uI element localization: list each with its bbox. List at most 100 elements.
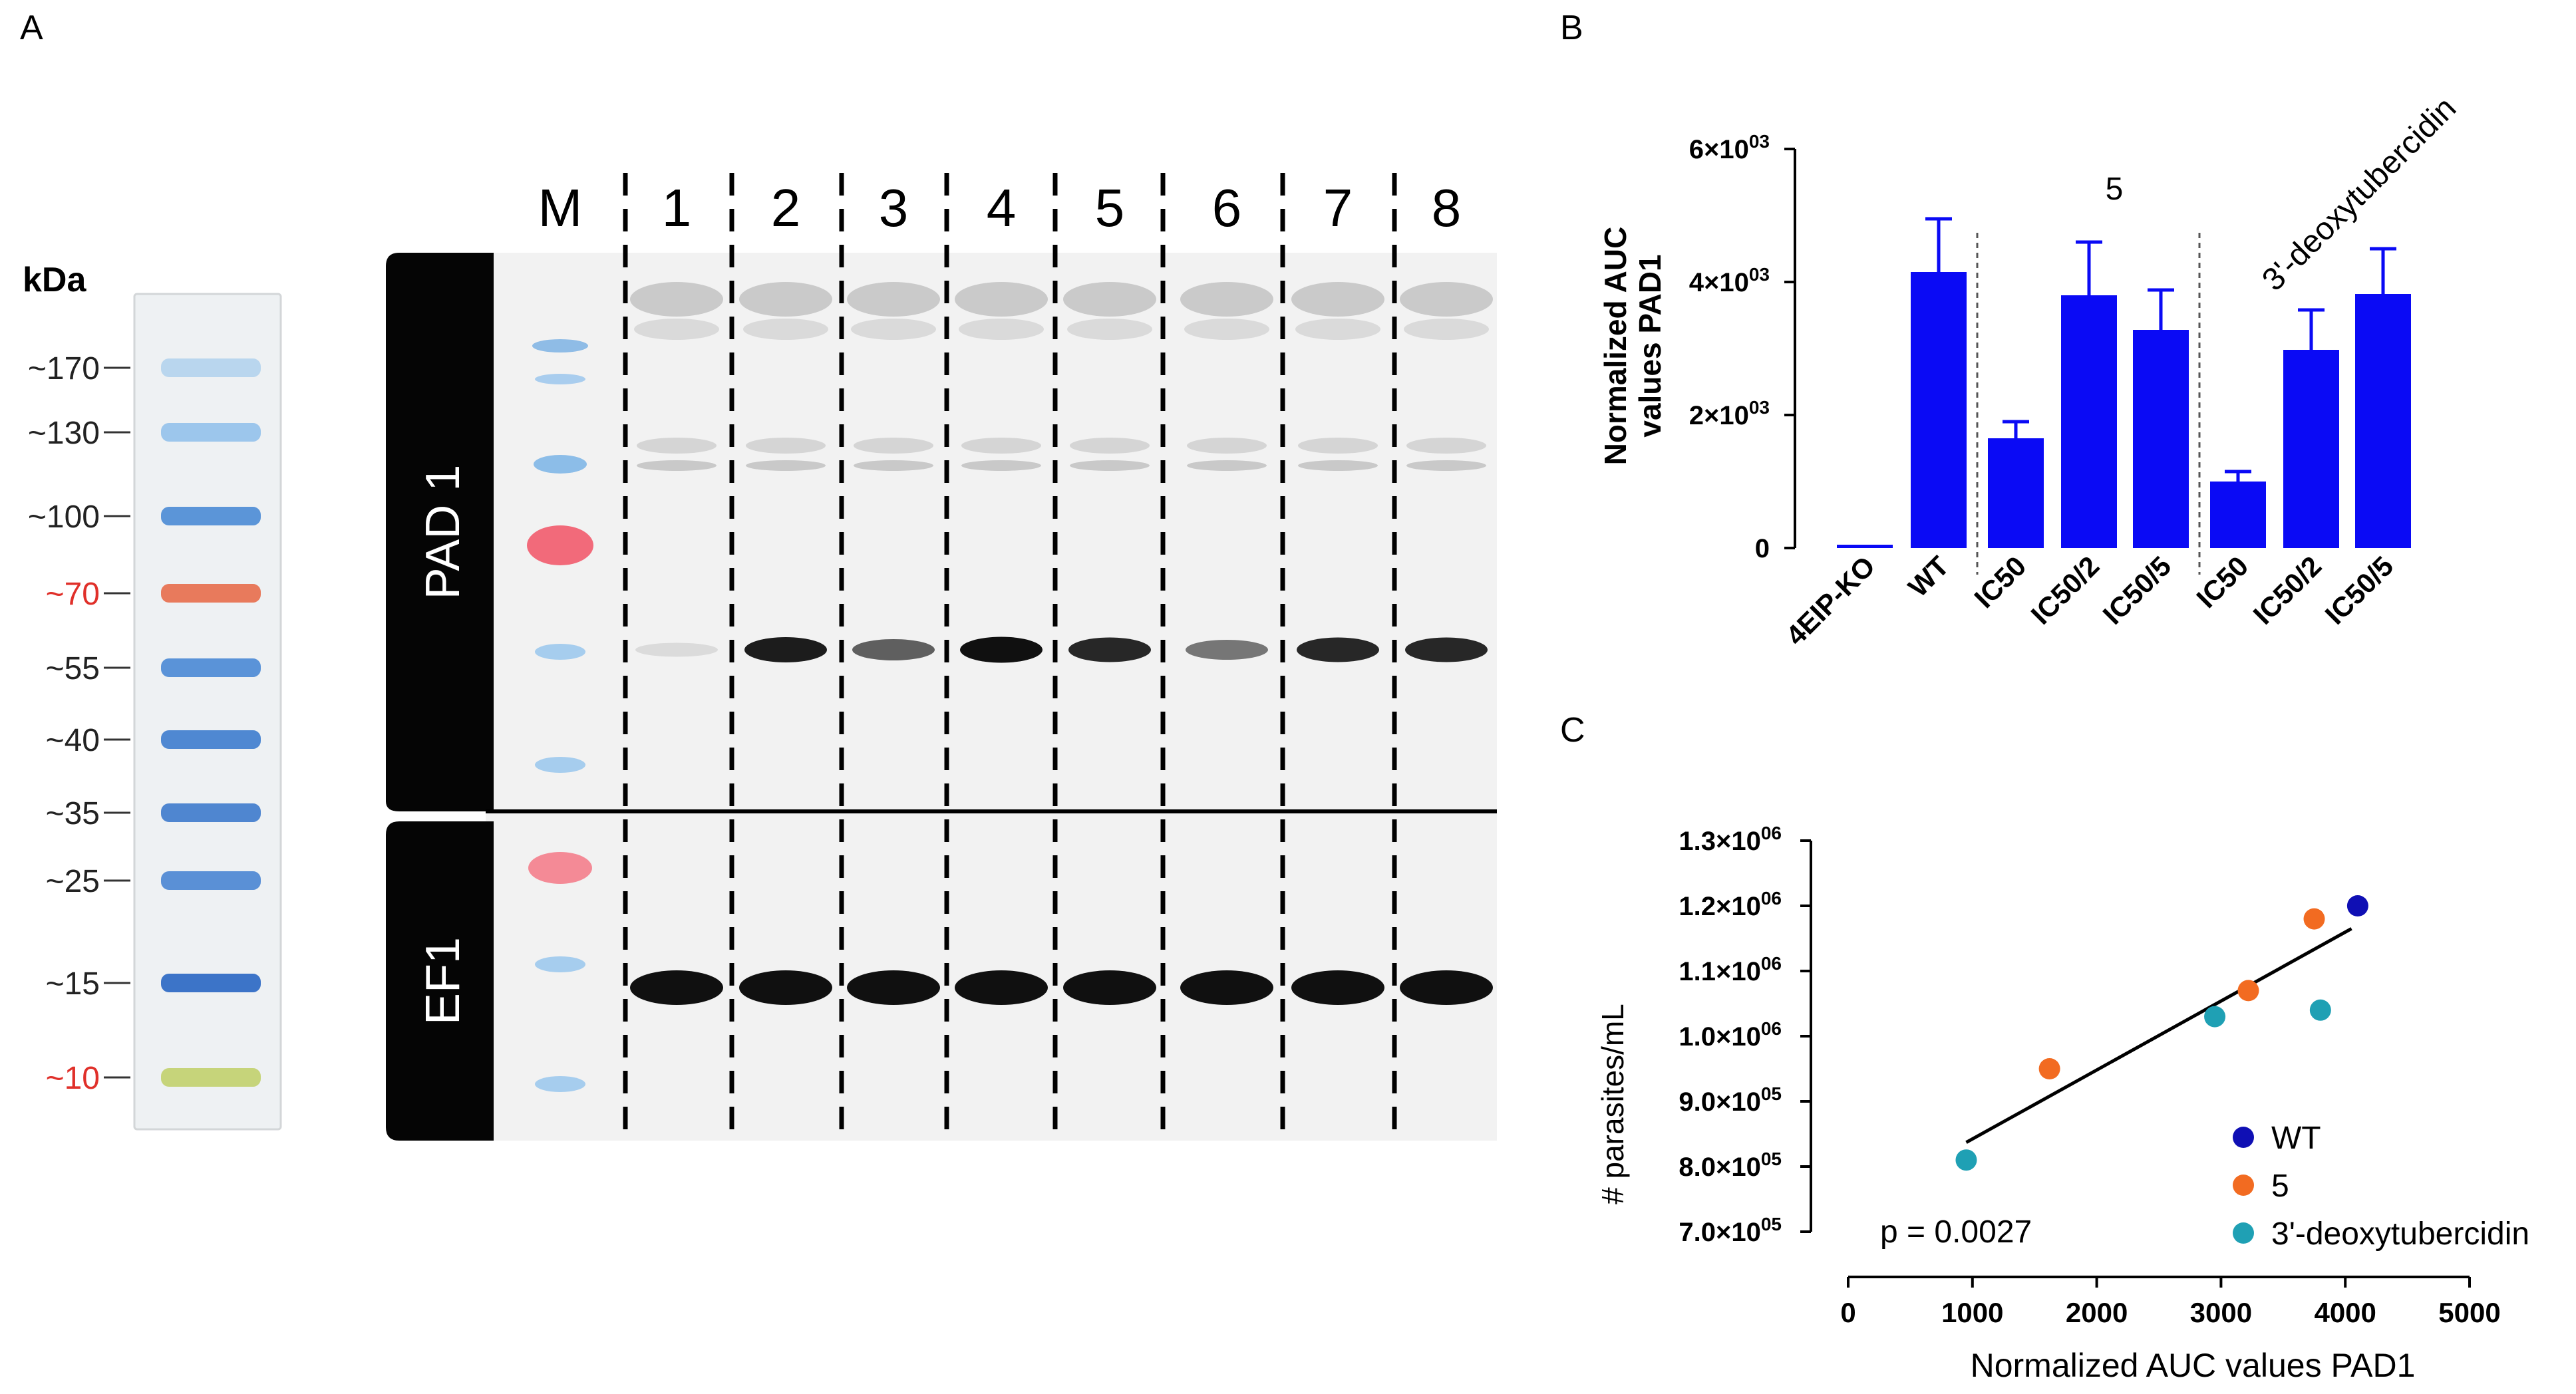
ladder-band-label: ~40 [46, 723, 100, 758]
bar-x-label: IC50/2 [2247, 550, 2328, 630]
legend-marker [2233, 1127, 2254, 1148]
pad1-band [1186, 640, 1268, 660]
ef1-band [630, 970, 723, 1005]
bar-y-tick-label: 0 [1755, 534, 1770, 563]
scatter-y-tick-label: 7.0×1005 [1679, 1214, 1782, 1247]
bar-x-label: IC50 [2190, 550, 2254, 614]
lane-label: 7 [1323, 178, 1353, 237]
pad1-smear [1400, 282, 1493, 317]
pad1-smear [1070, 460, 1150, 471]
bar [1911, 272, 1967, 548]
scatter-chart: # parasites/mL Normalized AUC values PAD… [1595, 823, 2529, 1384]
pad1-smear [746, 460, 826, 471]
ef1-band [1180, 970, 1273, 1005]
bar [2283, 350, 2339, 548]
bar [1988, 438, 2044, 548]
bar-x-label: IC50/5 [2097, 550, 2177, 630]
ladder-band [161, 803, 261, 822]
bar-y-tick-label: 4×1003 [1689, 264, 1770, 297]
lane-label: 8 [1432, 178, 1462, 237]
ef1-band [1291, 970, 1384, 1005]
ladder-band-label: ~10 [46, 1061, 100, 1096]
pad1-smear [1404, 319, 1489, 340]
pad1-smear [1187, 460, 1267, 471]
bar-ylabel-line1: Normalized AUC [1598, 227, 1633, 466]
pad1-smear [1298, 460, 1378, 471]
ladder-band-label: ~170 [28, 351, 100, 386]
legend-label: 5 [2271, 1169, 2289, 1204]
legend-label: 3'-deoxytubercidin [2271, 1216, 2529, 1252]
bar [2355, 294, 2411, 548]
pad1-smear [1067, 319, 1152, 340]
ladder-band [161, 1068, 261, 1087]
pad1-band [852, 639, 935, 660]
pad1-band [1297, 637, 1379, 662]
lane-label: 1 [662, 178, 692, 237]
bar-x-label: IC50/2 [2025, 550, 2106, 630]
pad1-smear [955, 282, 1048, 317]
fit-line [1965, 927, 2352, 1144]
lane-label: 4 [987, 178, 1017, 237]
pad1-smear [634, 319, 719, 340]
pad1-smear [1063, 282, 1156, 317]
ladder-unit: kDa [23, 261, 86, 299]
bar-x-label: 4EIP-KO [1780, 550, 1881, 651]
scatter-point [2309, 999, 2331, 1021]
panel-label-b: B [1560, 9, 1583, 47]
scatter-x-tick-label: 5000 [2438, 1297, 2500, 1328]
ladder-band [161, 658, 261, 677]
scatter-x-tick-label: 1000 [1941, 1297, 2003, 1328]
bar [2133, 330, 2189, 548]
lane-label: 3 [879, 178, 909, 237]
scatter-point [2204, 1006, 2226, 1028]
pad1-smear [743, 319, 828, 340]
pad1-smear [637, 438, 717, 454]
ladder-band-label: ~35 [46, 796, 100, 831]
protein-ladder: kDa ~170 ~130 ~100 ~70 ~55 ~40 ~35 ~25 ~15 ~10 [23, 261, 282, 1131]
pad1-band [1405, 637, 1488, 662]
panel-label-a: A [20, 9, 43, 47]
ef1-band [955, 970, 1048, 1005]
scatter-x-tick-label: 3000 [2190, 1297, 2252, 1328]
scatter-point [2237, 980, 2259, 1002]
pad1-smear [1180, 282, 1273, 317]
pad1-band [744, 637, 827, 662]
ladder-band-label: ~55 [46, 651, 100, 686]
pad1-tab [386, 253, 494, 811]
pad1-smear [1406, 438, 1486, 454]
bar-chart: Normalized AUC values PAD1 0 2×1003 4×1003… [1598, 90, 2463, 651]
scatter-y-tick-label: 1.1×1006 [1679, 953, 1782, 986]
ladder-band [161, 358, 261, 377]
pad1-smear [630, 282, 723, 317]
pad1-smear [1406, 460, 1486, 471]
pad1-band [635, 642, 718, 657]
ladder-band-label: ~15 [46, 966, 100, 1002]
ladder-band [161, 871, 261, 890]
pad1-smear [959, 319, 1044, 340]
pad1-smear [961, 438, 1041, 454]
scatter-point [2038, 1058, 2060, 1079]
pad1-smear [1298, 438, 1378, 454]
pad1-smear [1291, 282, 1384, 317]
bar-y-tick-label: 6×1003 [1689, 131, 1770, 164]
ef1-band [847, 970, 940, 1005]
pad1-label: PAD 1 [416, 465, 470, 600]
scatter-y-tick-label: 1.3×1006 [1679, 823, 1782, 856]
ladder-band-label: ~70 [46, 577, 100, 612]
pad1-smear [1187, 438, 1267, 454]
pad1-smear [746, 438, 826, 454]
ef1-band [1400, 970, 1493, 1005]
bar-ylabel-line2: values PAD1 [1633, 254, 1667, 437]
pad1-smear [1070, 438, 1150, 454]
ladder-band [161, 507, 261, 525]
pad1-smear [851, 319, 936, 340]
pad1-smear [847, 282, 940, 317]
group-label-deoxytubercidin: 3'-deoxytubercidin [2255, 90, 2463, 298]
legend-label: WT [2271, 1121, 2321, 1156]
legend-marker [2233, 1222, 2254, 1244]
ef1-band [1063, 970, 1156, 1005]
lane-label: 2 [771, 178, 801, 237]
pad1-smear [854, 460, 933, 471]
ladder-strip [133, 293, 282, 1131]
scatter-xlabel: Normalized AUC values PAD1 [1971, 1347, 2416, 1384]
